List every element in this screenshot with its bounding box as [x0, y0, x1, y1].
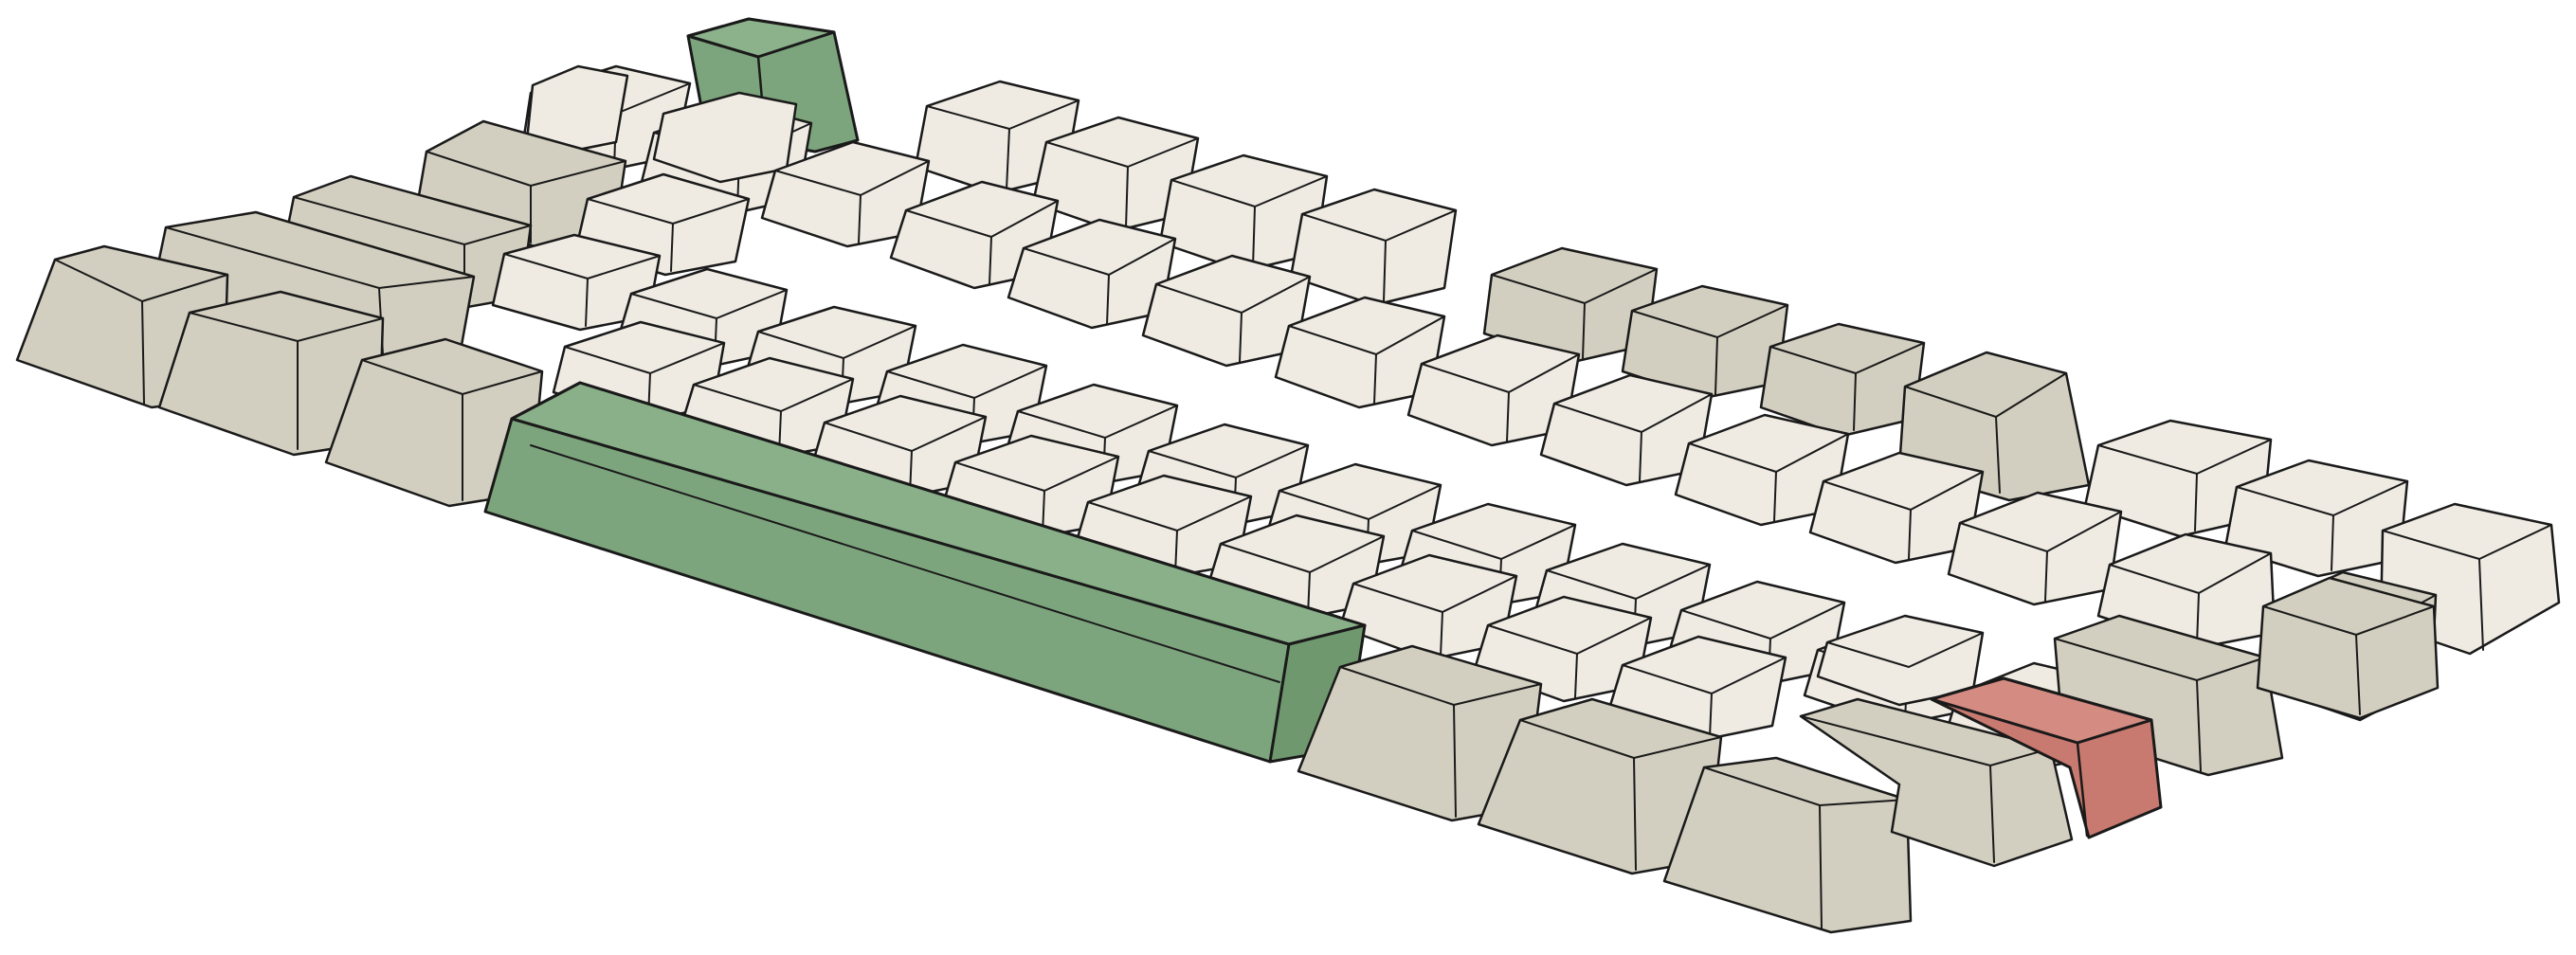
keycap: [2256, 576, 2440, 720]
keycap: [1662, 756, 1913, 934]
bottom-modifier-keys: [1297, 576, 2440, 934]
keyboard-row-2: [574, 91, 2438, 722]
accent-red-key: [1930, 676, 2163, 839]
keycap: [1799, 697, 2074, 868]
left-modifier-keys: [15, 64, 629, 508]
spacebar-key: [483, 381, 1367, 764]
